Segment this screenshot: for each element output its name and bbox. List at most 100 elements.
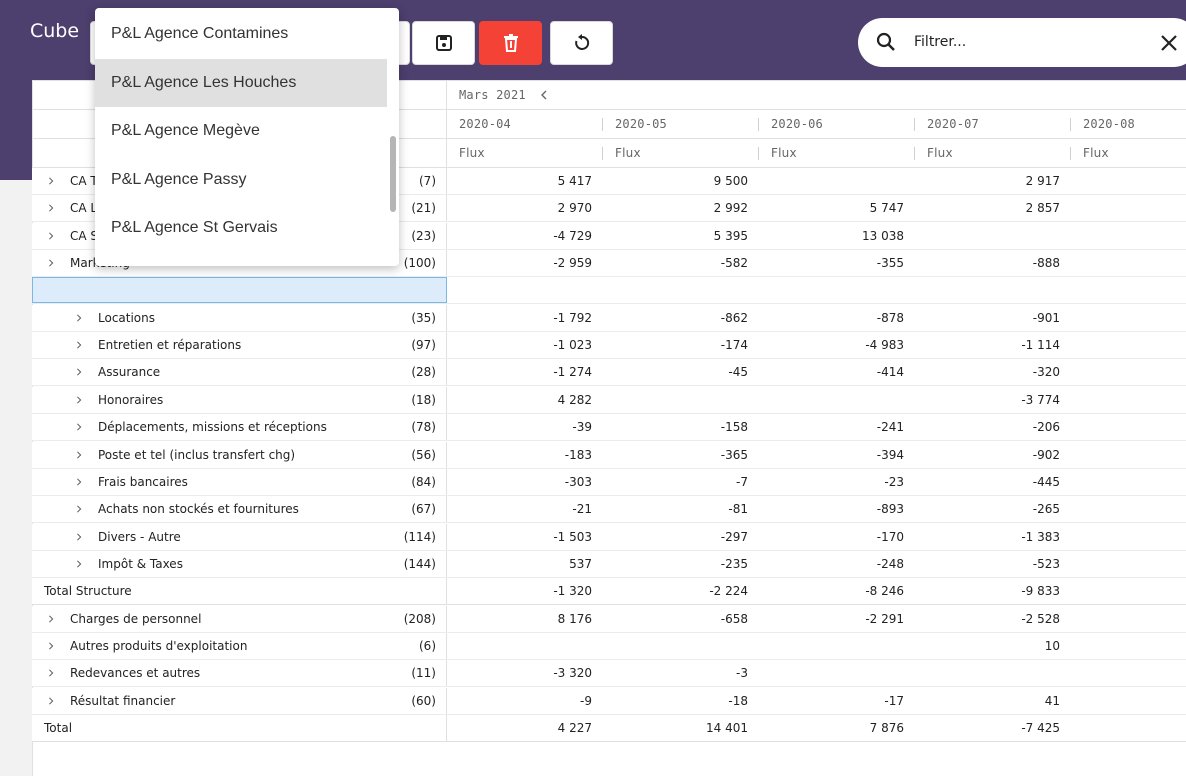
- value-cell[interactable]: [1066, 387, 1186, 414]
- chevron-right-icon[interactable]: [47, 259, 55, 267]
- value-cell[interactable]: 8 176: [557, 611, 592, 626]
- column-header[interactable]: 2020-06: [771, 117, 823, 131]
- value-cell[interactable]: -158: [720, 420, 748, 435]
- chevron-right-icon[interactable]: [75, 560, 83, 568]
- value-cell[interactable]: -1 023: [553, 338, 592, 353]
- value-cell[interactable]: -862: [720, 310, 748, 325]
- chevron-right-icon[interactable]: [47, 615, 55, 623]
- table-row[interactable]: Achats non stockés et fournitures (67) -21…: [32, 496, 1186, 524]
- total-row[interactable]: Total 4 227 14 401 7 876 -7 425-: [32, 715, 1186, 742]
- value-cell[interactable]: -1 792: [553, 310, 592, 325]
- value-cell[interactable]: [910, 660, 1060, 687]
- chevron-right-icon[interactable]: [75, 368, 83, 376]
- total-row[interactable]: Total Structure -1 320 -2 224 -8 246 -9 833-…: [32, 578, 1186, 606]
- value-cell[interactable]: -: [1066, 715, 1186, 742]
- chevron-right-icon[interactable]: [47, 177, 55, 185]
- table-row[interactable]: Honoraires (18) 4 282 -3 774: [32, 386, 1186, 414]
- value-cell[interactable]: -902: [1032, 447, 1060, 462]
- value-cell[interactable]: -: [1066, 524, 1186, 551]
- value-cell[interactable]: -1: [1066, 578, 1186, 605]
- value-cell[interactable]: 5 747: [869, 201, 904, 216]
- value-cell[interactable]: -235: [720, 556, 748, 571]
- table-row[interactable]: Poste et tel (inclus transfert chg) (56) -…: [32, 441, 1186, 469]
- value-cell[interactable]: -878: [876, 310, 904, 325]
- value-cell[interactable]: [754, 277, 904, 304]
- search-input[interactable]: [914, 30, 1154, 54]
- value-cell[interactable]: [1066, 469, 1186, 496]
- dropdown-option[interactable]: P&L Agence Passy: [111, 170, 247, 188]
- value-cell[interactable]: -: [1066, 606, 1186, 633]
- value-cell[interactable]: 10: [1044, 638, 1060, 653]
- value-cell[interactable]: 7 876: [869, 721, 904, 735]
- value-cell[interactable]: -888: [1032, 256, 1060, 271]
- dropdown-option[interactable]: P&L Agence Contamines: [111, 25, 289, 42]
- chevron-right-icon[interactable]: [75, 478, 83, 486]
- value-cell[interactable]: -297: [720, 529, 748, 544]
- value-cell[interactable]: -21: [572, 502, 592, 517]
- save-button[interactable]: [412, 21, 475, 65]
- value-cell[interactable]: [1066, 660, 1186, 687]
- value-cell[interactable]: -582: [720, 256, 748, 271]
- value-cell[interactable]: -1 274: [553, 365, 592, 380]
- value-cell[interactable]: -4 983: [865, 338, 904, 353]
- value-cell[interactable]: -3: [736, 666, 748, 681]
- column-header[interactable]: 2020-08: [1083, 117, 1135, 131]
- value-cell[interactable]: -23: [884, 474, 904, 489]
- value-cell[interactable]: -414: [876, 365, 904, 380]
- dropdown-option[interactable]: P&L Agence St Gervais: [111, 219, 278, 236]
- value-cell[interactable]: 2 857: [1025, 201, 1060, 216]
- chevron-right-icon[interactable]: [75, 450, 83, 459]
- value-cell[interactable]: -7: [736, 474, 748, 489]
- table-row[interactable]: Assurance (28) -1 274 -45 -414 -320: [32, 359, 1186, 387]
- value-cell[interactable]: -: [1066, 332, 1186, 359]
- table-row[interactable]: Résultat financier (60) -9 -18 -17 41: [32, 687, 1186, 715]
- value-cell[interactable]: -355: [876, 256, 904, 271]
- value-cell[interactable]: -2 959: [553, 256, 592, 271]
- value-cell[interactable]: -2 528: [1021, 611, 1060, 626]
- value-cell[interactable]: -901: [1032, 310, 1060, 325]
- chevron-right-icon[interactable]: [75, 396, 83, 404]
- value-cell[interactable]: [442, 633, 592, 660]
- value-cell[interactable]: -1 503: [553, 529, 592, 544]
- value-cell[interactable]: -: [1066, 305, 1186, 332]
- table-row[interactable]: Divers - Autre (114) -1 503 -297 -170 -1 383-: [32, 523, 1186, 551]
- value-cell[interactable]: [442, 277, 592, 304]
- value-cell[interactable]: [1066, 688, 1186, 715]
- search-bar[interactable]: [858, 18, 1186, 67]
- report-dropdown[interactable]: P&L Agence Contamines P&L Agence Les Houc…: [95, 8, 399, 266]
- chevron-right-icon[interactable]: [75, 423, 83, 431]
- value-cell[interactable]: -1 383: [1021, 529, 1060, 544]
- value-cell[interactable]: -2 291: [865, 611, 904, 626]
- value-cell[interactable]: [1066, 442, 1186, 469]
- value-cell[interactable]: -3 320: [553, 666, 592, 681]
- table-row[interactable]: Déplacements, missions et réceptions (78)…: [32, 414, 1186, 442]
- value-cell[interactable]: -45: [728, 365, 748, 380]
- value-cell[interactable]: -394: [876, 447, 904, 462]
- value-cell[interactable]: -1 320: [553, 584, 592, 599]
- value-cell[interactable]: -303: [564, 474, 592, 489]
- value-cell[interactable]: 2 917: [1025, 174, 1060, 188]
- value-cell[interactable]: -9 833: [1021, 584, 1060, 599]
- value-cell[interactable]: -248: [876, 556, 904, 571]
- value-cell[interactable]: -8 246: [865, 584, 904, 599]
- chevron-right-icon[interactable]: [75, 505, 83, 513]
- dropdown-option[interactable]: P&L Agence Megève: [111, 122, 260, 139]
- value-cell[interactable]: 4 227: [557, 721, 592, 735]
- value-cell[interactable]: -1 114: [1021, 338, 1060, 353]
- value-cell[interactable]: [754, 168, 904, 195]
- value-cell[interactable]: [1066, 223, 1186, 250]
- value-cell[interactable]: 41: [1044, 693, 1060, 708]
- table-row[interactable]: Charges de personnel (208) 8 176 -658 -2 291…: [32, 605, 1186, 633]
- column-header[interactable]: 2020-07: [927, 117, 979, 131]
- value-cell[interactable]: 14 401: [706, 721, 748, 735]
- table-row[interactable]: Impôt & Taxes (144) 537 -235 -248 -523: [32, 550, 1186, 578]
- value-cell[interactable]: [1066, 496, 1186, 523]
- value-cell[interactable]: -523: [1032, 556, 1060, 571]
- value-cell[interactable]: -206: [1032, 420, 1060, 435]
- value-cell[interactable]: 5 417: [557, 174, 592, 188]
- value-cell[interactable]: [1066, 250, 1186, 277]
- value-cell[interactable]: -4 729: [553, 228, 592, 243]
- value-cell[interactable]: -320: [1032, 365, 1060, 380]
- value-cell[interactable]: -3 774: [1021, 392, 1060, 407]
- chevron-right-icon[interactable]: [47, 669, 55, 677]
